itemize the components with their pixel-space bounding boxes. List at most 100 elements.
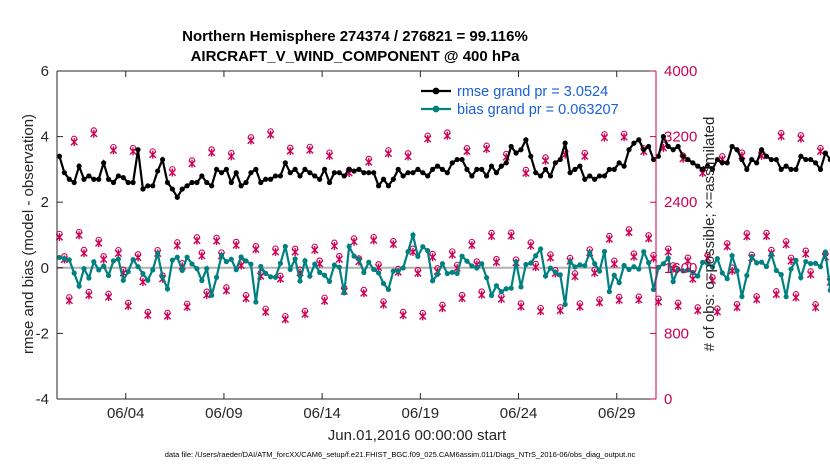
obs-assimilated-marker xyxy=(590,268,599,277)
bias-point xyxy=(488,292,495,298)
bias-point xyxy=(754,260,760,266)
rmse-point xyxy=(680,153,686,159)
bias-point xyxy=(464,258,470,264)
rmse-point xyxy=(385,183,392,189)
obs-assimilated-marker xyxy=(605,235,614,244)
obs-assimilated-marker xyxy=(203,290,211,299)
obs-assimilated-marker xyxy=(350,237,358,246)
bias-point xyxy=(86,275,92,281)
bias-point xyxy=(803,258,809,265)
obs-assimilated-marker xyxy=(811,303,820,312)
obs-assimilated-marker xyxy=(414,269,422,278)
rmse-point xyxy=(773,156,779,163)
obs-assimilated-marker xyxy=(188,159,196,168)
rmse-point xyxy=(498,163,504,169)
x-tick-label: 06/19 xyxy=(402,405,440,422)
bias-point xyxy=(380,280,387,287)
bias-point xyxy=(763,263,770,270)
obs-assimilated-markers xyxy=(55,129,830,324)
bias-point xyxy=(788,266,794,272)
bias-point xyxy=(596,268,603,274)
bias-point xyxy=(675,266,681,272)
obs-assimilated-marker xyxy=(792,293,800,302)
obs-assimilated-marker xyxy=(630,252,638,261)
obs-assimilated-marker xyxy=(399,311,407,320)
obs-assimilated-marker xyxy=(374,263,383,272)
rmse-point xyxy=(395,166,401,172)
rmse-point xyxy=(238,183,244,189)
rmse-point xyxy=(572,166,578,172)
rmse-point xyxy=(140,186,146,192)
bias-point xyxy=(484,275,490,281)
bias-point xyxy=(400,265,406,271)
y-tick-label: 4 xyxy=(41,129,49,146)
obs-assimilated-marker xyxy=(325,151,334,160)
rmse-point xyxy=(700,166,706,172)
rmse-point xyxy=(356,166,362,172)
rmse-point xyxy=(803,156,809,163)
bias-point xyxy=(228,256,234,262)
obs-assimilated-marker xyxy=(743,232,751,241)
bias-point xyxy=(822,249,828,255)
obs-assimilated-marker xyxy=(271,247,280,256)
bias-point xyxy=(420,244,426,250)
bias-point xyxy=(371,266,377,273)
obs-assimilated-marker xyxy=(90,129,98,138)
bias-point xyxy=(552,269,558,275)
rmse-point xyxy=(302,166,308,172)
rmse-point xyxy=(425,173,431,179)
rmse-point xyxy=(719,160,725,166)
rmse-point xyxy=(258,179,264,186)
obs-assimilated-marker xyxy=(752,295,761,304)
bias-point xyxy=(61,255,67,262)
bias-point xyxy=(267,274,274,280)
obs-assimilated-marker xyxy=(438,304,447,313)
bias-point xyxy=(739,293,745,300)
rmse-point xyxy=(439,166,446,172)
obs-assimilated-marker xyxy=(409,247,417,256)
bias-point xyxy=(817,264,824,270)
y-tick-label: -4 xyxy=(36,391,49,408)
rmse-point xyxy=(783,163,789,169)
obs-assimilated-marker xyxy=(576,302,584,311)
obs-assimilated-marker xyxy=(163,312,172,321)
obs-assimilated-marker xyxy=(109,146,118,155)
rmse-point xyxy=(130,179,136,186)
bias-point xyxy=(105,272,112,279)
bias-point xyxy=(449,269,455,275)
rmse-point xyxy=(263,176,269,182)
obs-assimilated-marker xyxy=(615,296,623,305)
y2-tick-label: 2400 xyxy=(664,194,697,211)
rmse-point xyxy=(547,173,554,179)
obs-assimilated-marker xyxy=(664,247,672,256)
obs-assimilated-marker xyxy=(497,295,506,304)
bias-point xyxy=(375,270,382,276)
rmse-point xyxy=(552,160,558,166)
rmse-point xyxy=(110,179,117,186)
obs-assimilated-marker xyxy=(762,232,771,241)
legend-rmse-marker xyxy=(432,87,440,95)
rmse-point xyxy=(670,147,676,153)
bias-point xyxy=(783,294,789,300)
obs-assimilated-marker xyxy=(242,294,250,303)
plot-area xyxy=(57,71,656,399)
bias-point xyxy=(793,257,799,263)
obs-assimilated-marker xyxy=(458,294,466,303)
obs-assimilated-marker xyxy=(70,138,78,147)
bias-point xyxy=(567,259,573,265)
bias-point xyxy=(528,260,534,266)
y-tick-label: -2 xyxy=(36,325,49,342)
bias-point xyxy=(547,265,554,271)
rmse-point xyxy=(533,170,539,176)
obs-assimilated-marker xyxy=(311,246,319,255)
obs-assimilated-marker xyxy=(777,132,785,141)
rmse-point xyxy=(646,143,652,150)
rmse-point xyxy=(655,153,662,159)
x-tick-label: 06/24 xyxy=(500,405,538,422)
rmse-point xyxy=(459,156,465,163)
bias-point xyxy=(302,258,308,264)
obs-assimilated-marker xyxy=(291,248,299,257)
obs-assimilated-marker xyxy=(232,241,240,250)
